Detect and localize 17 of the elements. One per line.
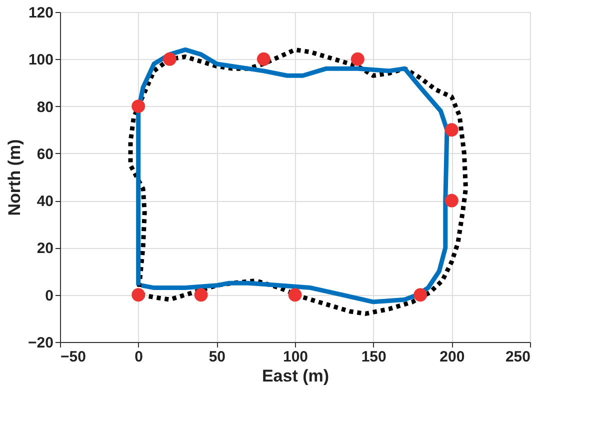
x-tick-label: 250	[505, 348, 530, 366]
x-axis-title: East (m)	[262, 366, 330, 386]
y-tick-label: 80	[36, 98, 54, 116]
y-tick-label: 100	[28, 52, 54, 69]
x-tick-label: 0	[134, 348, 144, 366]
y-tick-label: −20	[28, 334, 54, 352]
y-tick-label: 20	[36, 240, 54, 258]
y-tick-label: 40	[36, 193, 54, 210]
y-tick-label: 60	[36, 146, 54, 163]
y-tick-label: 0	[45, 287, 54, 304]
x-tick-label: 150	[361, 348, 386, 366]
x-tick-label: −50	[60, 348, 86, 366]
x-tick-label: 200	[440, 348, 465, 366]
x-tick-label: 100	[282, 348, 308, 366]
x-tick-label: 50	[208, 348, 226, 366]
y-axis-title: North (m)	[5, 139, 24, 216]
y-tick-label: 120	[28, 4, 54, 22]
